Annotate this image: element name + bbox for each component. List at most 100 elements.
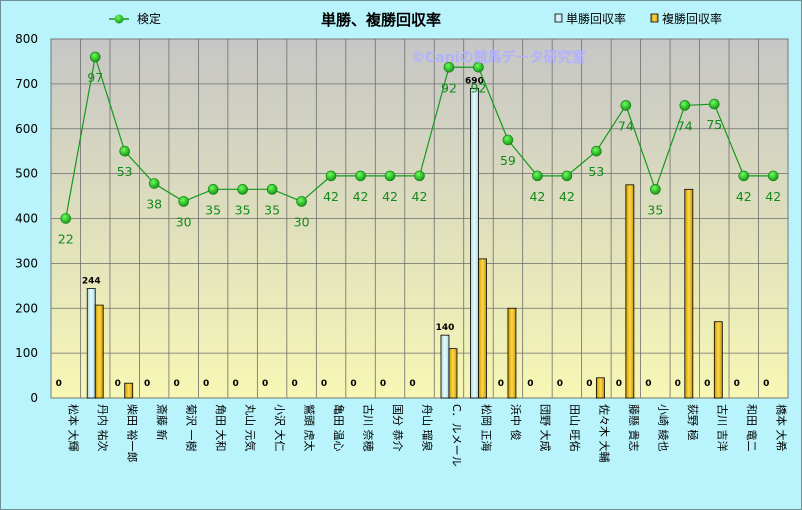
kentei-point xyxy=(414,170,425,182)
kentei-point xyxy=(384,170,396,182)
category-label: 舟山 瑠泉 xyxy=(421,404,435,452)
kentei-value-label: 22 xyxy=(58,232,74,247)
fukusho-bar xyxy=(478,258,487,399)
tansho-data-label: 0 xyxy=(527,379,533,389)
kentei-value-label: 42 xyxy=(353,189,369,204)
tansho-data-label: 0 xyxy=(616,379,622,389)
kentei-point xyxy=(266,184,278,195)
tansho-bar xyxy=(86,288,96,399)
category-label: 松本 大輝 xyxy=(67,404,81,452)
tansho-data-label: 0 xyxy=(557,379,563,389)
kentei-point xyxy=(60,213,72,224)
fukusho-bar xyxy=(684,188,694,399)
tansho-data-label: 0 xyxy=(203,379,209,389)
legend-tansho-swatch xyxy=(554,13,563,23)
kentei-point xyxy=(237,184,248,195)
kentei-point xyxy=(679,100,691,111)
y-tick-label: 100 xyxy=(15,346,38,360)
category-label: 菊沢 一樹 xyxy=(185,404,199,452)
kentei-value-label: 74 xyxy=(677,118,693,133)
kentei-value-label: 35 xyxy=(235,202,251,217)
kentei-value-label: 42 xyxy=(529,189,545,204)
fukusho-bar xyxy=(507,307,517,399)
category-label: 佐々木 大輔 xyxy=(597,404,611,463)
tansho-data-label: 0 xyxy=(291,379,297,389)
kentei-point xyxy=(591,145,602,157)
kentei-value-label: 75 xyxy=(706,117,722,132)
grid-lines xyxy=(51,39,788,398)
legend-tansho-label: 単勝回収率 xyxy=(566,11,626,26)
legend-dot-icon xyxy=(114,14,124,24)
category-label: 浜中 俊 xyxy=(509,404,523,441)
y-tick-label: 200 xyxy=(15,301,38,315)
category-label: 和田 竜二 xyxy=(745,404,759,452)
tansho-data-label: 0 xyxy=(115,379,121,389)
legend-kentei-label: 検定 xyxy=(137,11,161,26)
watermark: ©Caniの競馬データ研究室 xyxy=(411,49,586,66)
kentei-point xyxy=(532,170,543,182)
kentei-value-label: 30 xyxy=(176,214,192,229)
kentei-value-label: 59 xyxy=(500,153,516,168)
category-label: 角田 大和 xyxy=(214,404,228,452)
tansho-data-label: 0 xyxy=(174,379,180,389)
category-label: 鷲頭 虎太 xyxy=(303,404,317,452)
kentei-point xyxy=(355,170,366,182)
kentei-point xyxy=(561,170,573,182)
kentei-point xyxy=(620,100,632,111)
category-label: 小崎 綾也 xyxy=(656,404,670,452)
fukusho-bar xyxy=(625,184,635,399)
bars: 0 244 0 0 0 0 0 0 0 0 0 0 0 140 690 0 0 0 0 0 0 0 0 0 0 xyxy=(56,76,769,399)
chart-title: 単勝、複勝回収率 xyxy=(321,11,441,29)
tansho-bar xyxy=(470,87,479,399)
kentei-value-label: 53 xyxy=(117,164,133,179)
kentei-value-label: 35 xyxy=(264,202,280,217)
legend-fukusho-label: 複勝回収率 xyxy=(662,11,722,26)
kentei-point xyxy=(119,145,130,157)
tansho-data-label: 0 xyxy=(350,379,356,389)
legend-tansho: 単勝回収率 xyxy=(554,11,626,26)
tansho-data-label: 0 xyxy=(498,379,504,389)
category-label: 斎藤 新 xyxy=(155,404,169,441)
kentei-value-label: 30 xyxy=(294,214,310,229)
category-label: 松岡 正海 xyxy=(479,404,493,451)
fukusho-bar xyxy=(94,304,104,399)
category-label: 団野 大成 xyxy=(538,404,552,452)
tansho-data-label: 0 xyxy=(734,379,740,389)
kentei-point xyxy=(708,98,720,110)
fukusho-bar xyxy=(448,348,458,399)
kentei-point xyxy=(325,170,337,182)
category-label: C．ルメール xyxy=(450,404,463,467)
tansho-data-label: 0 xyxy=(321,379,327,389)
kentei-value-label: 92 xyxy=(471,80,487,95)
category-label: 橋本 大希 xyxy=(774,404,788,452)
y-tick-label: 700 xyxy=(15,77,38,91)
kentei-point xyxy=(207,184,219,195)
tansho-data-label: 0 xyxy=(380,379,386,389)
kentei-value-label: 42 xyxy=(559,189,575,204)
kentei-value-label: 42 xyxy=(323,189,339,204)
kentei-point xyxy=(178,196,189,207)
kentei-value-label: 92 xyxy=(441,80,457,95)
category-label: 丸山 元気 xyxy=(244,404,258,452)
category-label: 柴田 裕一郎 xyxy=(126,404,140,463)
fukusho-bar xyxy=(595,377,605,399)
kentei-point xyxy=(148,178,160,189)
y-tick-label: 400 xyxy=(15,212,38,226)
tansho-data-label: 0 xyxy=(262,379,268,389)
tansho-data-label: 0 xyxy=(232,379,238,389)
category-label: 国分 恭介 xyxy=(391,404,404,452)
tansho-data-label: 0 xyxy=(56,379,62,389)
kentei-point xyxy=(473,61,484,73)
kentei-point xyxy=(650,184,661,195)
category-label: 藤懸 貴志 xyxy=(627,404,641,452)
tansho-bar xyxy=(440,334,450,399)
kentei-value-label: 42 xyxy=(412,189,428,204)
kentei-value-label: 74 xyxy=(618,118,634,133)
fukusho-bar xyxy=(713,321,723,399)
kentei-value-label: 42 xyxy=(765,189,781,204)
tansho-data-label: 0 xyxy=(763,379,769,389)
kentei-value-label: 42 xyxy=(382,189,398,204)
tansho-data-label: 140 xyxy=(436,323,455,333)
